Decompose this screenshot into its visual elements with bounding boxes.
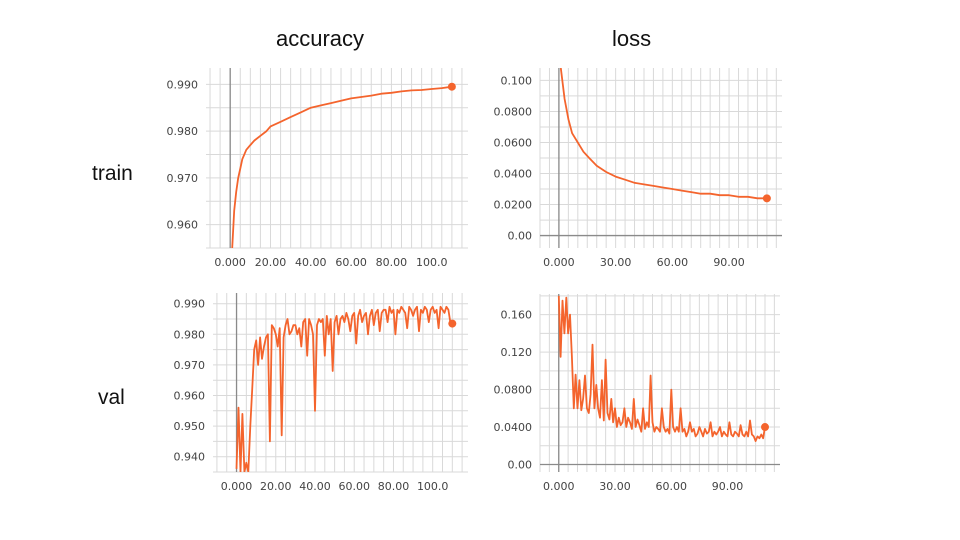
- y-tick-label: 0.0600: [494, 136, 533, 149]
- series-line: [557, 295, 766, 443]
- y-tick-label: 0.970: [167, 172, 199, 185]
- column-heading-loss: loss: [612, 26, 652, 51]
- val-loss-chart: 0.000 30.00 60.00 90.00 0.00 0.0400 0.0800 0.12…: [494, 294, 780, 493]
- x-tick-label: 0.000: [214, 256, 246, 269]
- y-tick-label: 0.940: [174, 451, 206, 464]
- y-tick-label: 0.0400: [494, 421, 533, 434]
- y-tick-label: 0.00: [508, 459, 533, 472]
- y-tick-label: 0.00: [508, 230, 533, 243]
- series-line: [231, 85, 453, 248]
- y-tick-label: 0.160: [501, 309, 533, 322]
- series-line: [559, 68, 767, 200]
- y-tick-label: 0.990: [167, 78, 199, 91]
- x-tick-label: 0.000: [543, 256, 575, 269]
- x-tick-label: 20.00: [255, 256, 287, 269]
- x-tick-label: 20.00: [260, 480, 292, 493]
- x-tick-label: 100.0: [416, 256, 448, 269]
- x-tick-label: 40.00: [295, 256, 327, 269]
- x-tick-label: 30.00: [599, 480, 631, 493]
- x-tick-label: 60.00: [335, 256, 367, 269]
- y-tick-label: 0.950: [174, 420, 206, 433]
- last-point-marker: [761, 423, 769, 432]
- x-tick-label: 60.00: [657, 256, 689, 269]
- x-tick-label: 30.00: [600, 256, 632, 269]
- y-tick-label: 0.960: [174, 390, 206, 403]
- y-tick-label: 0.970: [174, 359, 206, 372]
- y-tick-label: 0.0200: [494, 199, 533, 212]
- row-heading-val: val: [98, 386, 125, 409]
- last-point-marker: [762, 194, 771, 203]
- x-tick-label: 40.00: [299, 480, 331, 493]
- y-tick-label: 0.960: [167, 219, 199, 232]
- y-tick-label: 0.0800: [494, 384, 533, 397]
- x-tick-label: 60.00: [338, 480, 370, 493]
- y-tick-label: 0.0800: [494, 105, 533, 118]
- row-heading-train: train: [92, 162, 133, 185]
- x-tick-label: 90.00: [713, 256, 745, 269]
- y-tick-label: 0.980: [174, 328, 206, 341]
- x-tick-label: 80.00: [376, 256, 408, 269]
- y-tick-label: 0.100: [501, 74, 533, 87]
- column-heading-accuracy: accuracy: [276, 26, 365, 51]
- x-tick-label: 60.00: [656, 480, 688, 493]
- x-tick-label: 100.0: [417, 480, 449, 493]
- y-tick-label: 0.980: [167, 125, 199, 138]
- x-tick-label: 80.00: [378, 480, 410, 493]
- series-line: [235, 305, 453, 472]
- y-tick-label: 0.990: [174, 298, 206, 311]
- train-loss-chart: 0.000 30.00 60.00 90.00 0.00 0.0200 0.0400 0.06…: [494, 68, 782, 269]
- val-accuracy-chart: 0.000 20.00 40.00 60.00 80.00 100.0 0.940 0.950…: [174, 293, 468, 493]
- train-accuracy-chart: 0.000 20.00 40.00 60.00 80.00 100.0 0.960 0.970…: [167, 68, 468, 269]
- y-tick-label: 0.120: [501, 346, 533, 359]
- x-tick-label: 0.000: [543, 480, 575, 493]
- y-tick-label: 0.0400: [494, 168, 533, 181]
- last-point-marker: [447, 82, 456, 91]
- x-tick-label: 0.000: [221, 480, 253, 493]
- x-tick-label: 90.00: [712, 480, 744, 493]
- last-point-marker: [448, 319, 457, 328]
